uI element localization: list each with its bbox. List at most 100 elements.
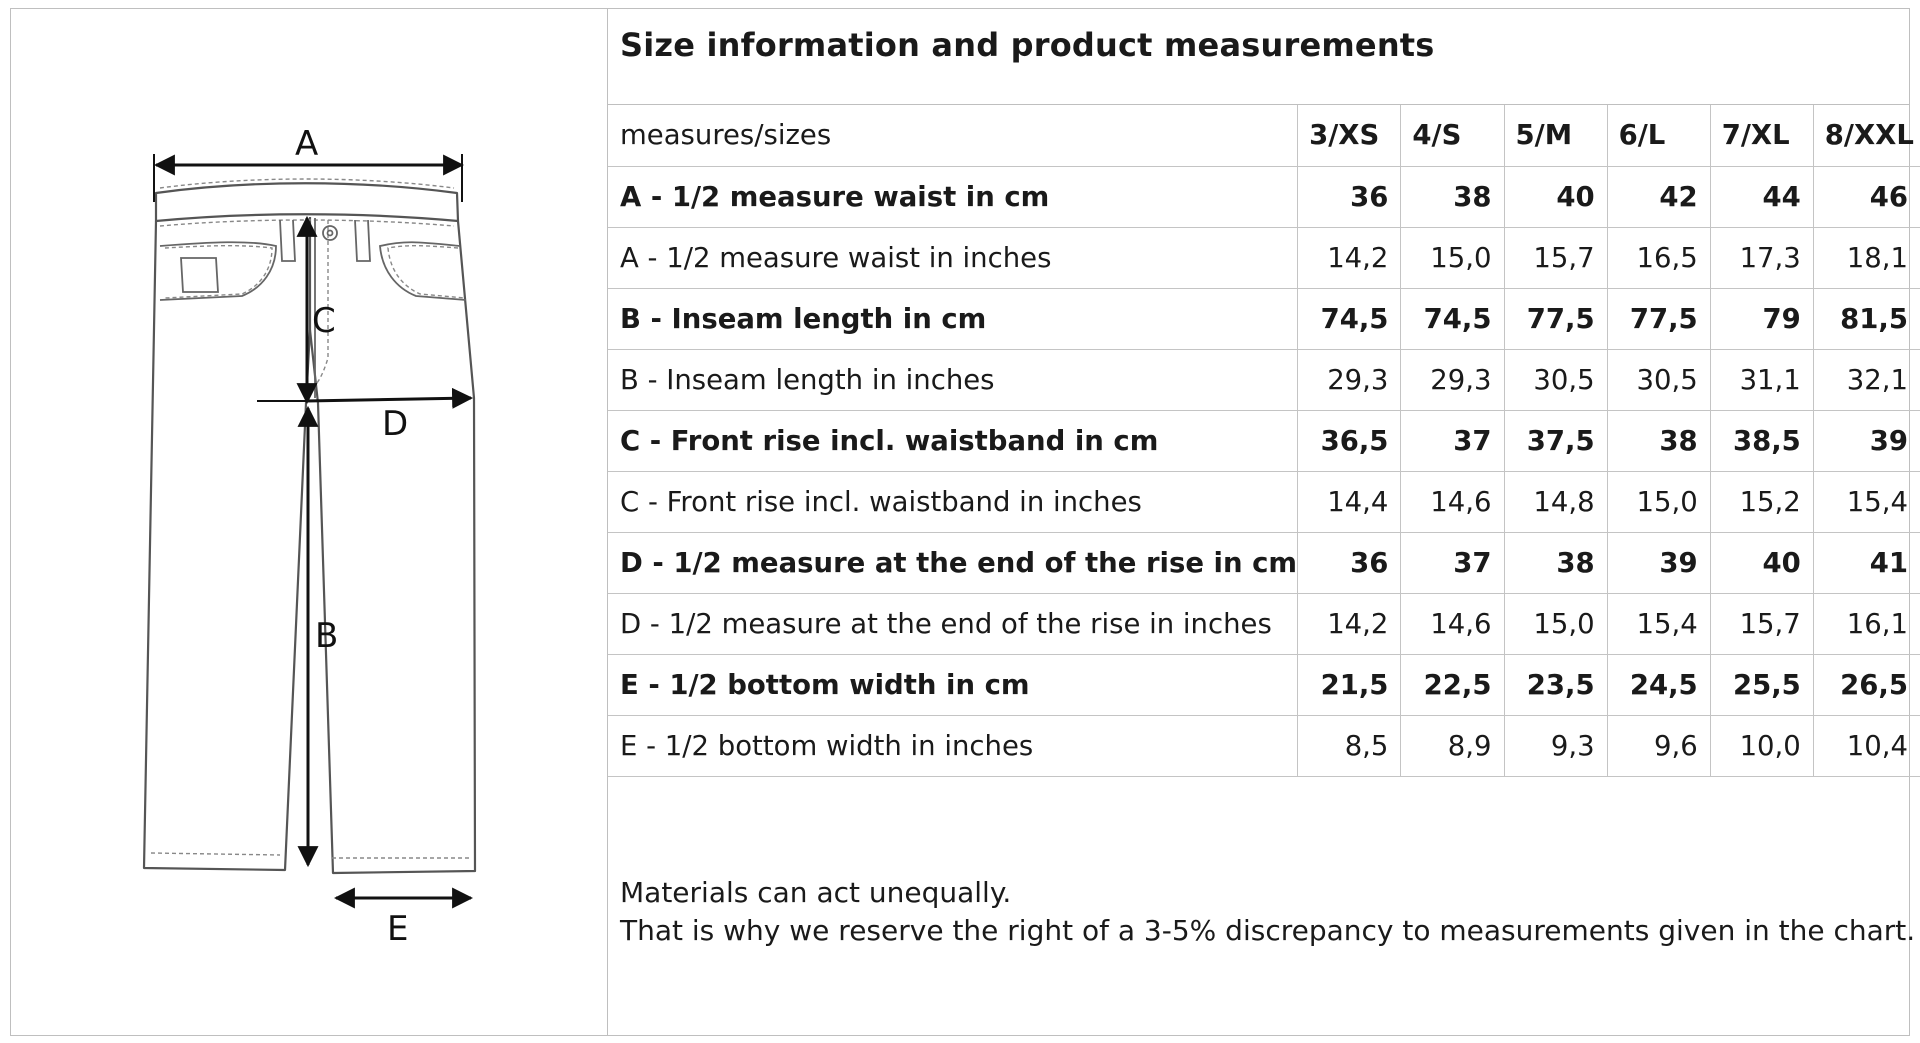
- measurement-arrows: [153, 154, 474, 909]
- size-header-5m: 5/M: [1503, 105, 1608, 167]
- measure-value: 37: [1400, 532, 1505, 594]
- table-row: E - 1/2 bottom width in inches 8,5 8,9 9,3 9…: [608, 715, 1920, 777]
- measure-value: 30,5: [1606, 349, 1711, 411]
- measure-label: B - Inseam length in inches: [608, 349, 1298, 411]
- measure-value: 9,6: [1606, 715, 1711, 777]
- measure-value: 38: [1606, 410, 1711, 472]
- measure-value: 79: [1709, 288, 1814, 350]
- table-row: A - 1/2 measure waist in inches 14,2 15,0 1…: [608, 227, 1920, 289]
- measure-value: 40: [1709, 532, 1814, 594]
- disclaimer-notes: Materials can act unequally. That is why…: [620, 874, 1915, 950]
- measure-value: 14,2: [1297, 593, 1401, 655]
- pants-diagram-panel: A C D B E: [10, 8, 607, 1036]
- measure-value: 14,4: [1297, 471, 1401, 533]
- table-row: C - Front rise incl. waistband in cm 36,5…: [608, 410, 1920, 472]
- measure-value: 36: [1297, 532, 1401, 594]
- measure-label: E - 1/2 bottom width in inches: [608, 715, 1298, 777]
- label-d: D: [382, 404, 408, 444]
- measure-value: 18,1: [1812, 227, 1920, 289]
- pants-stitching: [150, 178, 471, 859]
- measure-label: B - Inseam length in cm: [608, 288, 1298, 350]
- measure-value: 38: [1503, 532, 1608, 594]
- measure-value: 39: [1812, 410, 1920, 472]
- table-row: D - 1/2 measure at the end of the rise i…: [608, 532, 1920, 594]
- size-header-7xl: 7/XL: [1709, 105, 1814, 167]
- measure-value: 29,3: [1297, 349, 1401, 411]
- measure-value: 39: [1606, 532, 1711, 594]
- measure-value: 15,4: [1812, 471, 1920, 533]
- measure-value: 15,7: [1709, 593, 1814, 655]
- measure-label: C - Front rise incl. waistband in inches: [608, 471, 1298, 533]
- measure-value: 37: [1400, 410, 1505, 472]
- table-row: D - 1/2 measure at the end of the rise i…: [608, 593, 1920, 655]
- table-row: B - Inseam length in cm 74,5 74,5 77,5 77,5 7…: [608, 288, 1920, 350]
- measure-value: 81,5: [1812, 288, 1920, 350]
- arrow-d: [305, 387, 474, 409]
- measure-value: 32,1: [1812, 349, 1920, 411]
- panel-divider: [607, 8, 608, 1036]
- measure-value: 74,5: [1297, 288, 1401, 350]
- measure-value: 8,9: [1400, 715, 1505, 777]
- measure-value: 36,5: [1297, 410, 1401, 472]
- size-header-6l: 6/L: [1606, 105, 1711, 167]
- measures-sizes-header: measures/sizes: [608, 105, 1298, 167]
- label-a: A: [295, 124, 318, 164]
- measure-value: 24,5: [1606, 654, 1711, 716]
- measure-value: 37,5: [1503, 410, 1608, 472]
- measure-label: A - 1/2 measure waist in inches: [608, 227, 1298, 289]
- measure-value: 14,2: [1297, 227, 1401, 289]
- pants-diagram: A C D B E: [142, 124, 477, 949]
- title-divider: [608, 104, 1910, 105]
- measure-label: C - Front rise incl. waistband in cm: [608, 410, 1298, 472]
- measure-value: 74,5: [1400, 288, 1505, 350]
- measure-value: 22,5: [1400, 654, 1505, 716]
- size-header-3xs: 3/XS: [1297, 105, 1401, 167]
- disclaimer-line-1: Materials can act unequally.: [620, 876, 1012, 909]
- measure-value: 30,5: [1503, 349, 1608, 411]
- measure-value: 21,5: [1297, 654, 1401, 716]
- measure-label: D - 1/2 measure at the end of the rise i…: [608, 593, 1298, 655]
- measure-value: 23,5: [1503, 654, 1608, 716]
- measure-label: A - 1/2 measure waist in cm: [608, 166, 1298, 228]
- measure-value: 14,8: [1503, 471, 1608, 533]
- measure-value: 17,3: [1709, 227, 1814, 289]
- size-table: measures/sizes 3/XS 4/S 5/M 6/L 7/XL 8/X…: [608, 105, 1920, 777]
- measure-value: 16,1: [1812, 593, 1920, 655]
- measure-value: 38: [1400, 166, 1505, 228]
- disclaimer-line-2: That is why we reserve the right of a 3-…: [620, 914, 1916, 947]
- label-c: C: [312, 301, 336, 341]
- measure-label: E - 1/2 bottom width in cm: [608, 654, 1298, 716]
- measure-value: 26,5: [1812, 654, 1920, 716]
- table-header-row: measures/sizes 3/XS 4/S 5/M 6/L 7/XL 8/X…: [608, 105, 1920, 167]
- measure-value: 29,3: [1400, 349, 1505, 411]
- measure-value: 38,5: [1709, 410, 1814, 472]
- measure-value: 15,7: [1503, 227, 1608, 289]
- label-e: E: [387, 909, 408, 949]
- measure-value: 16,5: [1606, 227, 1711, 289]
- measure-value: 44: [1709, 166, 1814, 228]
- measure-value: 15,2: [1709, 471, 1814, 533]
- measure-value: 36: [1297, 166, 1401, 228]
- table-row: E - 1/2 bottom width in cm 21,5 22,5 23,5 24…: [608, 654, 1920, 716]
- measure-value: 10,4: [1812, 715, 1920, 777]
- table-row: A - 1/2 measure waist in cm 36 38 40 42 44 46: [608, 166, 1920, 228]
- measure-value: 25,5: [1709, 654, 1814, 716]
- page-title: Size information and product measurement…: [620, 26, 1435, 64]
- measure-label: D - 1/2 measure at the end of the rise i…: [608, 532, 1298, 594]
- measure-value: 8,5: [1297, 715, 1401, 777]
- table-row: C - Front rise incl. waistband in inches…: [608, 471, 1920, 533]
- measure-value: 15,0: [1606, 471, 1711, 533]
- table-row: B - Inseam length in inches 29,3 29,3 30,5 3…: [608, 349, 1920, 411]
- measure-value: 77,5: [1606, 288, 1711, 350]
- measure-value: 31,1: [1709, 349, 1814, 411]
- measure-value: 10,0: [1709, 715, 1814, 777]
- measure-value: 46: [1812, 166, 1920, 228]
- size-header-4s: 4/S: [1400, 105, 1505, 167]
- measure-value: 15,0: [1503, 593, 1608, 655]
- measure-value: 41: [1812, 532, 1920, 594]
- size-header-8xxl: 8/XXL: [1812, 105, 1920, 167]
- measure-value: 9,3: [1503, 715, 1608, 777]
- measure-value: 42: [1606, 166, 1711, 228]
- measure-value: 14,6: [1400, 593, 1505, 655]
- measure-value: 77,5: [1503, 288, 1608, 350]
